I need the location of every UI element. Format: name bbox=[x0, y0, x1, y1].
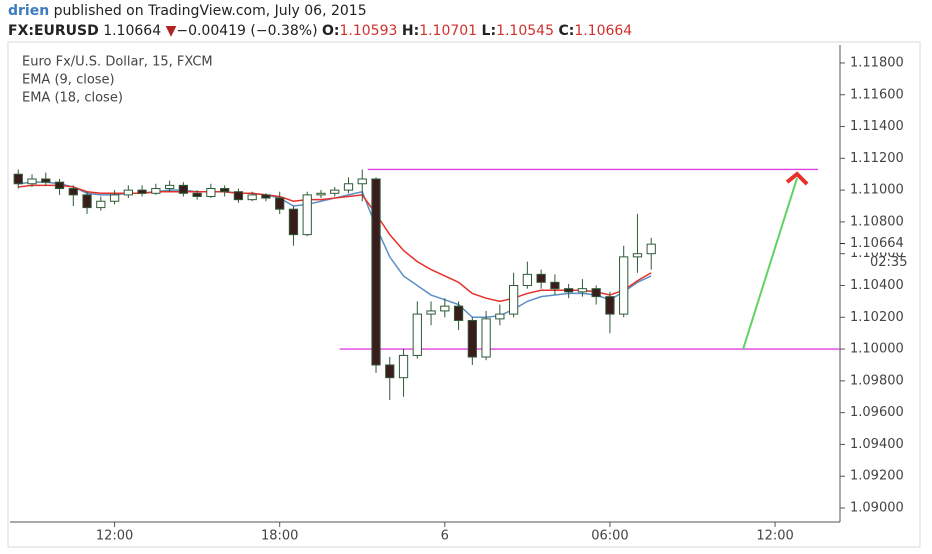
candle-body bbox=[109, 194, 120, 202]
candle-body bbox=[82, 194, 92, 209]
candle-body bbox=[164, 184, 175, 190]
candle-body bbox=[261, 194, 271, 199]
candle-body bbox=[495, 313, 505, 320]
candle-body bbox=[357, 178, 367, 185]
x-tick-label: 18:00 bbox=[261, 529, 298, 544]
candle-body bbox=[385, 364, 395, 379]
candle-body bbox=[550, 281, 560, 290]
y-tick-label: 1.10200 bbox=[850, 310, 904, 325]
y-tick-label: 1.09400 bbox=[850, 437, 904, 452]
y-tick-label: 1.09000 bbox=[850, 501, 904, 516]
direction: ▼ bbox=[166, 23, 177, 39]
change: −0.00419 (−0.38%) bbox=[176, 23, 317, 39]
ohlc-key: O: bbox=[322, 23, 340, 39]
ohlc-key: C: bbox=[558, 23, 574, 39]
candle-body bbox=[54, 181, 65, 190]
arrow-head bbox=[785, 171, 809, 186]
ohlc-key: L: bbox=[482, 23, 497, 39]
candle-body bbox=[68, 188, 78, 196]
x-tick-label: 6 bbox=[441, 529, 449, 544]
y-tick-label: 1.11200 bbox=[850, 151, 904, 166]
y-tick-label: 1.09800 bbox=[850, 373, 904, 388]
candle-body bbox=[481, 318, 491, 358]
candle-body bbox=[123, 189, 133, 196]
candle-body bbox=[41, 178, 51, 183]
last-price-box bbox=[846, 234, 916, 253]
candle-body bbox=[426, 310, 436, 315]
candle-body bbox=[288, 208, 299, 236]
candle-body bbox=[536, 273, 546, 283]
candle-body bbox=[412, 313, 422, 356]
candle-body bbox=[453, 305, 464, 321]
header-line-1: drien published on TradingView.com, July… bbox=[8, 3, 367, 19]
symbol: FX:EURUSD bbox=[8, 23, 99, 39]
candle-body bbox=[220, 188, 230, 193]
ohlc-value: 1.10593 bbox=[340, 23, 398, 39]
last: 1.10664 bbox=[103, 23, 161, 39]
plot: 1.11800 1.11600 1.11400 1.11200 1.11000 1.108… bbox=[10, 45, 916, 544]
candle-body bbox=[646, 243, 656, 255]
candle-body bbox=[316, 192, 326, 196]
published: published on TradingView.com, July 06, 2… bbox=[54, 3, 367, 19]
candle-body bbox=[343, 183, 354, 191]
candle-body bbox=[206, 188, 216, 197]
candle-body bbox=[371, 178, 381, 366]
candle-body bbox=[619, 256, 629, 315]
author[interactable]: drien bbox=[8, 3, 49, 19]
candle-body bbox=[564, 288, 574, 293]
candle-body bbox=[13, 173, 23, 185]
legend-entry: EMA (18, close) bbox=[22, 91, 123, 106]
chart-title: Euro Fx/U.S. Dollar, 15, FXCM bbox=[22, 55, 213, 70]
candle-body bbox=[302, 194, 312, 236]
candle-body bbox=[508, 284, 519, 315]
candle-body bbox=[178, 184, 189, 194]
y-tick-label: 1.09200 bbox=[850, 469, 904, 484]
y-tick-label: 1.11400 bbox=[850, 119, 904, 134]
y-tick-label: 1.11800 bbox=[850, 55, 904, 70]
candle-body bbox=[137, 189, 147, 194]
candle-body bbox=[467, 319, 477, 358]
candle-body bbox=[27, 178, 37, 185]
x-tick-label: 06:00 bbox=[591, 529, 628, 544]
ohlc-value: 1.10664 bbox=[574, 23, 632, 39]
y-tick-label: 1.09600 bbox=[850, 405, 904, 420]
candle-body bbox=[330, 189, 340, 194]
countdown: 02:35 bbox=[870, 255, 907, 270]
header-line-2: FX:EURUSD 1.10664 ▼−0.00419 (−0.38%) O:1… bbox=[8, 23, 632, 39]
ohlc-key: H: bbox=[402, 23, 419, 39]
y-tick-label: 1.10800 bbox=[850, 214, 904, 229]
x-tick-label: 12:00 bbox=[756, 529, 793, 544]
y-tick-label: 1.10000 bbox=[850, 342, 904, 357]
y-tick-label: 1.11600 bbox=[850, 87, 904, 102]
candle-body bbox=[440, 305, 450, 312]
candle-body bbox=[632, 253, 643, 258]
x-tick-label: 12:00 bbox=[96, 529, 133, 544]
arrow-shaft bbox=[742, 177, 799, 350]
y-tick-label: 1.11000 bbox=[850, 183, 904, 198]
y-tick-label: 1.10400 bbox=[850, 278, 904, 293]
legend-entry: EMA (9, close) bbox=[22, 73, 115, 88]
candle-body bbox=[591, 288, 601, 298]
candle-body bbox=[96, 200, 106, 209]
ohlc-value: 1.10545 bbox=[496, 23, 554, 39]
candle-body bbox=[577, 288, 588, 293]
last-price-label: 1.10664 bbox=[850, 236, 904, 251]
candle-body bbox=[247, 194, 257, 201]
candle-body bbox=[151, 188, 161, 194]
candle-body bbox=[233, 191, 244, 201]
candle-body bbox=[522, 273, 533, 286]
candle-body bbox=[275, 197, 285, 210]
candle-body bbox=[398, 354, 409, 379]
candle-body bbox=[192, 192, 202, 197]
frame bbox=[7, 41, 921, 548]
ohlc-value: 1.10701 bbox=[419, 23, 477, 39]
candle-body bbox=[605, 296, 615, 315]
